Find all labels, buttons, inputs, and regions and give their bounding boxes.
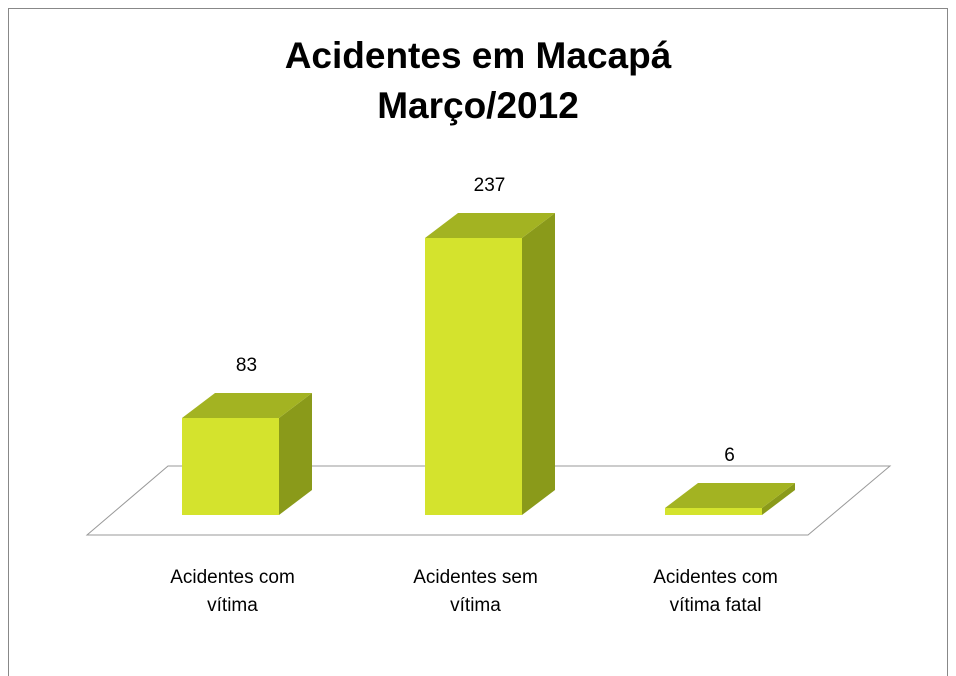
bar-top — [182, 392, 312, 418]
bar — [425, 213, 555, 515]
bar-side — [522, 213, 555, 515]
chart-title: Acidentes em Macapá — [285, 35, 672, 76]
value-label: 83 — [236, 355, 257, 376]
x-tick-label: Acidentes com vítima fatal — [653, 567, 778, 616]
x-tick-label: Acidentes sem vítima — [413, 567, 538, 616]
bar-front — [182, 417, 279, 515]
bar-top — [665, 482, 795, 508]
bar-top — [425, 213, 555, 238]
value-label: 6 — [724, 445, 735, 466]
bar-side — [279, 392, 312, 515]
value-label: 237 — [474, 175, 506, 196]
bar-front — [665, 507, 762, 515]
x-tick-label: Acidentes com vítima — [170, 567, 295, 616]
bar — [665, 482, 795, 515]
bar-side — [762, 482, 795, 515]
chart-subtitle: Março/2012 — [377, 85, 579, 126]
bar-front — [425, 238, 522, 515]
bar — [182, 392, 312, 515]
